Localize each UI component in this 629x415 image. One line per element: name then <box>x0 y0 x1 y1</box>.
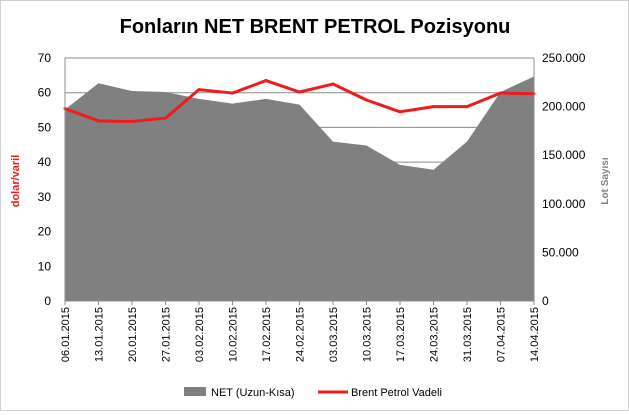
x-tick-label: 17.02.2015 <box>261 307 273 362</box>
x-tick-label: 14.04.2015 <box>529 307 541 362</box>
x-tick-label: 10.03.2015 <box>362 307 374 362</box>
x-tick-label: 03.03.2015 <box>328 307 340 362</box>
right-tick-label: 0 <box>542 294 549 308</box>
left-tick-label: 40 <box>38 155 52 169</box>
left-tick-label: 10 <box>38 259 52 273</box>
left-tick-label: 30 <box>38 190 52 204</box>
brent-point <box>465 105 469 109</box>
brent-point <box>331 82 335 86</box>
left-tick-label: 50 <box>38 120 52 134</box>
brent-point <box>264 79 268 83</box>
brent-point <box>130 120 134 124</box>
left-axis-ticks: 0 10 20 30 40 50 60 70 <box>38 51 52 308</box>
left-tick-label: 70 <box>38 51 52 65</box>
legend-label-brent: Brent Petrol Vadeli <box>351 387 442 399</box>
right-tick-label: 50.000 <box>542 245 579 259</box>
brent-point <box>298 90 301 94</box>
right-tick-label: 250.000 <box>542 51 586 65</box>
legend-label-net: NET (Uzun-Kısa) <box>211 387 295 399</box>
brent-line-series <box>63 79 536 124</box>
legend: NET (Uzun-Kısa) Brent Petrol Vadeli <box>184 387 442 399</box>
left-tick-label: 60 <box>38 86 52 100</box>
brent-point <box>164 116 167 120</box>
left-tick-label: 0 <box>44 294 51 308</box>
brent-point <box>432 105 435 109</box>
x-tick-label: 27.01.2015 <box>161 307 173 362</box>
x-tick-label: 17.03.2015 <box>395 307 407 362</box>
x-tick-label: 06.01.2015 <box>60 307 72 362</box>
brent-point <box>398 110 402 114</box>
x-tick-label: 13.01.2015 <box>94 307 106 362</box>
left-tick-label: 20 <box>38 225 52 239</box>
left-axis-label: dolar/varil <box>10 155 22 208</box>
net-area-series <box>65 76 534 301</box>
x-tick-label: 24.03.2015 <box>429 307 441 362</box>
brent-point <box>231 91 234 95</box>
x-tick-label: 03.02.2015 <box>194 307 206 362</box>
x-tick-label: 31.03.2015 <box>462 307 474 362</box>
legend-swatch-net <box>184 387 206 396</box>
right-axis-ticks: 0 50.000 100.000 150.000 200.000 250.000 <box>542 51 586 308</box>
brent-point <box>499 91 502 95</box>
x-axis-ticks: 06.01.2015 13.01.2015 20.01.2015 27.01.2015… <box>60 307 541 362</box>
right-tick-label: 200.000 <box>542 100 586 114</box>
right-tick-label: 100.000 <box>542 197 586 211</box>
x-tick-label: 24.02.2015 <box>295 307 307 362</box>
right-axis-label: Lot Sayısı <box>600 157 611 204</box>
brent-point <box>97 119 100 123</box>
right-tick-label: 150.000 <box>542 148 586 162</box>
x-tick-label: 07.04.2015 <box>496 307 508 362</box>
axes <box>64 58 535 305</box>
net-area <box>65 76 534 301</box>
chart-title: Fonların NET BRENT PETROL Pozisyonu <box>120 16 511 38</box>
brent-point <box>197 88 201 92</box>
x-tick-label: 20.01.2015 <box>127 307 139 362</box>
x-tick-label: 10.02.2015 <box>228 307 240 362</box>
brent-point <box>365 98 368 102</box>
